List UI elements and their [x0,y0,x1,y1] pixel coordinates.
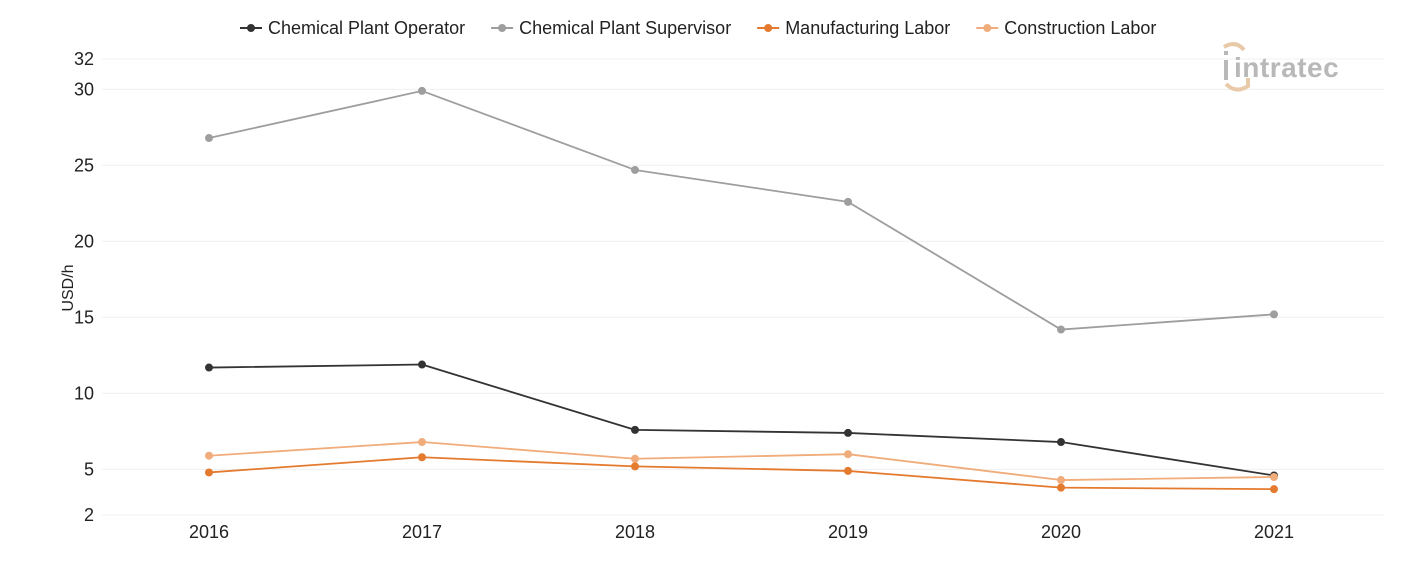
legend-label: Manufacturing Labor [785,18,950,38]
data-point[interactable] [1057,325,1065,334]
y-tick-label: 2 [84,505,94,525]
legend-swatch-marker [498,24,507,32]
y-tick-label: 15 [74,307,94,327]
legend-item-manufacturing-labor[interactable]: Manufacturing Labor [757,18,950,38]
y-tick-label: 20 [74,231,94,251]
series-manufacturing-labor [205,453,1278,494]
data-point[interactable] [844,428,852,437]
x-tick-label: 2019 [828,522,868,542]
data-point[interactable] [205,451,213,460]
legend-swatch-marker [764,24,773,32]
data-point[interactable] [844,466,852,475]
series-construction-labor [205,438,1278,485]
y-axis-title: USD/h [60,264,77,311]
legend-swatch-marker [247,24,255,32]
data-point[interactable] [1057,483,1065,492]
series-chemical-plant-supervisor [205,86,1278,334]
series-chemical-plant-operator [205,360,1278,480]
series-line [208,363,1275,477]
data-point[interactable] [1270,473,1278,481]
series-lines [205,86,1278,494]
y-tick-label: 10 [74,383,94,403]
legend[interactable]: Chemical Plant Operator Chemical Plant Su… [240,18,1156,38]
legend-label: Chemical Plant Operator [268,18,465,38]
data-point[interactable] [844,450,852,459]
data-point[interactable] [418,86,426,95]
legend-item-chemical-plant-operator[interactable]: Chemical Plant Operator [240,18,465,38]
series-line [208,456,1275,491]
data-point[interactable] [418,438,426,447]
intratec-logo-icon [1222,42,1250,92]
legend-item-construction-labor[interactable]: Construction Labor [976,18,1156,38]
data-point[interactable] [1270,485,1278,494]
data-point[interactable] [1270,310,1278,319]
y-tick-label: 5 [84,459,94,479]
data-point[interactable] [844,197,852,206]
grid-lines [102,58,1384,516]
data-point[interactable] [1057,476,1065,485]
x-tick-label: 2016 [189,522,229,542]
data-point[interactable] [205,363,213,372]
data-point[interactable] [631,425,639,434]
x-tick-label: 2021 [1254,522,1294,542]
logo-text: intratec [1234,52,1339,83]
y-tick-label: 32 [74,49,94,69]
intratec-logo: intratec [1222,42,1339,92]
series-line [208,90,1275,331]
data-point[interactable] [1057,438,1065,447]
y-tick-label: 25 [74,155,94,175]
data-point[interactable] [631,165,639,174]
x-axis-ticks: 2016 2017 2018 2019 2020 2021 [189,522,1294,542]
data-point[interactable] [631,462,639,471]
data-point[interactable] [205,468,213,477]
series-line [208,441,1275,481]
data-point[interactable] [631,454,639,463]
legend-label: Construction Labor [1004,18,1156,38]
x-tick-label: 2018 [615,522,655,542]
y-tick-label: 30 [74,79,94,99]
x-tick-label: 2017 [402,522,442,542]
legend-item-chemical-plant-supervisor[interactable]: Chemical Plant Supervisor [491,18,731,38]
legend-label: Chemical Plant Supervisor [519,18,731,38]
x-tick-label: 2020 [1041,522,1081,542]
data-point[interactable] [418,360,426,369]
data-point[interactable] [418,453,426,462]
legend-swatch-marker [983,24,992,32]
data-point[interactable] [205,134,213,143]
